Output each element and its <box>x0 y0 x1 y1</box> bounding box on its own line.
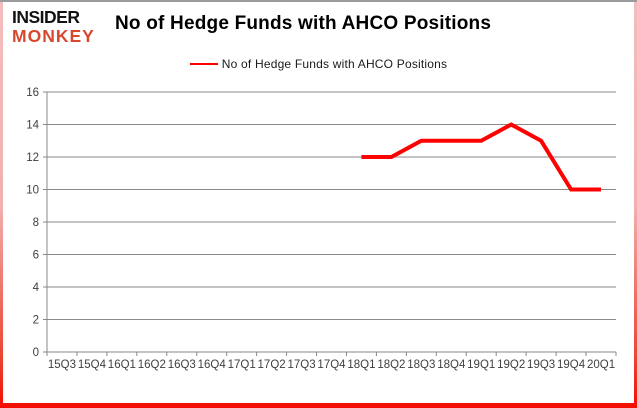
y-tick-label: 4 <box>33 282 40 294</box>
y-tick-label: 12 <box>26 152 39 164</box>
x-tick-label: 19Q2 <box>497 359 525 371</box>
x-tick-label: 18Q4 <box>437 359 466 371</box>
chart-title: No of Hedge Funds with AHCO Positions <box>115 13 492 34</box>
x-tick-label: 19Q1 <box>467 359 495 371</box>
chart-canvas: INSIDER MONKEY No of Hedge Funds with AH… <box>3 2 634 403</box>
logo-text-monkey: MONKEY <box>12 25 95 46</box>
legend-label: No of Hedge Funds with AHCO Positions <box>221 57 448 71</box>
x-tick-label: 17Q3 <box>287 359 315 371</box>
legend: No of Hedge Funds with AHCO Positions <box>3 57 634 71</box>
y-tick-label: 14 <box>26 120 39 132</box>
y-tick-label: 0 <box>33 347 39 359</box>
series-line <box>361 122 601 192</box>
x-tick-label: 17Q2 <box>258 359 286 371</box>
x-tick-label: 17Q1 <box>228 359 256 371</box>
x-tick-label: 16Q3 <box>168 359 196 371</box>
x-tick-label: 16Q1 <box>108 359 136 371</box>
insider-monkey-logo: INSIDER MONKEY <box>12 7 116 46</box>
x-tick-label: 15Q3 <box>48 359 76 371</box>
x-tick-label: 18Q2 <box>377 359 405 371</box>
y-tick-label: 10 <box>26 185 39 197</box>
x-tick-label: 18Q1 <box>347 359 375 371</box>
y-tick-label: 2 <box>33 315 39 327</box>
y-tick-label: 6 <box>33 250 39 262</box>
x-tick-label: 17Q4 <box>317 359 346 371</box>
y-tick-label: 8 <box>33 217 39 229</box>
y-tick-label: 16 <box>26 87 39 99</box>
x-tick-label: 16Q4 <box>198 359 227 371</box>
x-tick-label: 20Q1 <box>587 359 615 371</box>
x-tick-label: 15Q4 <box>78 359 107 371</box>
x-tick-label: 19Q4 <box>557 359 586 371</box>
logo-text-insider: INSIDER <box>12 7 80 27</box>
x-tick-label: 16Q2 <box>138 359 166 371</box>
x-tick-label: 18Q3 <box>407 359 435 371</box>
x-tick-label: 19Q3 <box>527 359 555 371</box>
legend-line-marker <box>189 62 218 66</box>
